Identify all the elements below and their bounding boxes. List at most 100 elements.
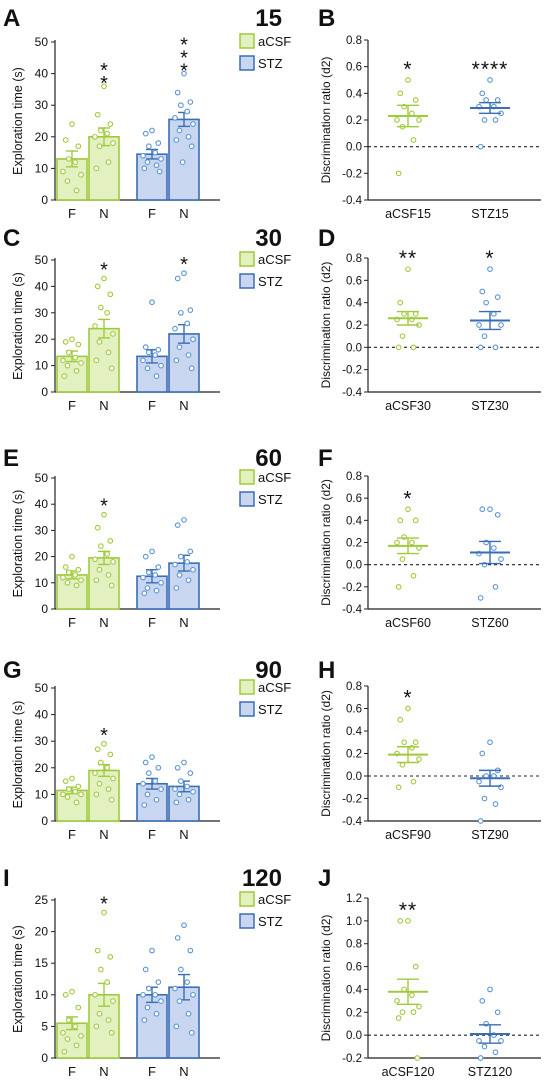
y-tick-label: 10 [35, 576, 49, 590]
y-tick-label: 0.0 [346, 560, 362, 572]
data-point [69, 988, 75, 995]
time-label: 120 [242, 865, 282, 892]
data-point [394, 539, 400, 546]
data-point [153, 162, 160, 169]
time-label: 60 [255, 445, 282, 472]
data-point [110, 140, 116, 146]
significance-star: * [180, 35, 188, 57]
data-point [69, 553, 75, 560]
data-point [107, 538, 114, 544]
data-point [399, 333, 406, 340]
data-point [75, 341, 82, 348]
data-point [60, 168, 66, 175]
data-point [412, 517, 419, 524]
data-point [394, 998, 400, 1004]
data-point [410, 778, 417, 785]
bar-panel-I: I 120 0 5 10 15 20 25 Exploration time (s) aCSF ST… [3, 865, 291, 1079]
data-point [107, 291, 114, 298]
data-point [96, 143, 103, 150]
x-tick-label: F [68, 615, 76, 630]
data-point [152, 149, 158, 156]
y-tick-label: 0.6 [346, 962, 362, 974]
data-point [93, 1023, 100, 1030]
data-point [476, 778, 482, 785]
data-point [60, 574, 66, 581]
data-point [483, 97, 490, 103]
data-point [153, 796, 160, 803]
data-point [174, 89, 181, 96]
data-point [72, 572, 78, 578]
data-point [178, 966, 184, 973]
data-point [107, 121, 114, 128]
data-point [173, 585, 180, 591]
data-point [399, 556, 406, 562]
data-point [184, 108, 190, 115]
data-point [179, 159, 186, 165]
y-axis-label: Discrimination ratio (d2) [319, 479, 333, 606]
data-point [105, 1017, 112, 1023]
x-tick-label: aCSF90 [385, 828, 431, 842]
y-tick-label: 0.2 [346, 1007, 362, 1019]
data-point [184, 320, 190, 327]
data-point [78, 791, 84, 798]
data-point [476, 322, 482, 328]
y-tick-label: 50 [35, 35, 49, 49]
data-point [494, 294, 501, 300]
legend-swatch [239, 891, 255, 907]
data-point [477, 818, 484, 824]
data-point [481, 795, 488, 802]
significance-star: * [485, 247, 494, 270]
y-axis-label: Discrimination ratio (d2) [319, 57, 333, 184]
data-point [494, 511, 501, 518]
data-point [73, 368, 80, 374]
y-tick-label: 0.2 [346, 115, 362, 127]
data-point [97, 759, 104, 766]
legend-swatch [239, 469, 255, 485]
data-point [94, 947, 101, 954]
y-axis-label: Discrimination ratio (d2) [319, 915, 333, 1042]
data-point [152, 778, 158, 784]
data-point [184, 979, 190, 986]
data-point [140, 152, 146, 159]
y-tick-label: 0 [41, 814, 48, 828]
data-point [412, 739, 419, 746]
y-tick-label: 0.8 [346, 939, 362, 951]
data-point [176, 791, 183, 798]
y-tick-label: 10 [35, 161, 49, 175]
data-point [479, 506, 486, 513]
data-point [405, 506, 411, 513]
data-point [176, 572, 183, 578]
data-point [187, 307, 194, 314]
legend-label: STZ [258, 56, 283, 71]
data-point [397, 517, 404, 524]
data-point [397, 918, 404, 924]
significance-star: **** [472, 58, 509, 81]
y-tick-label: 10 [35, 988, 49, 1002]
data-point [101, 83, 107, 90]
data-point [140, 780, 146, 787]
y-tick-label: 10 [35, 787, 49, 801]
y-tick-label: -0.2 [342, 1053, 362, 1065]
data-point [188, 143, 195, 150]
significance-star: * [403, 487, 412, 510]
data-point [395, 583, 402, 590]
scatter-panel-J: J -0.2 0.0 0.2 0.4 0.6 0.8 1.0 1.2 Discrimination… [318, 865, 541, 1079]
data-point [153, 373, 160, 380]
y-tick-label: 20 [35, 130, 49, 144]
x-tick-label: aCSF120 [382, 1065, 435, 1079]
x-tick-label: STZ30 [471, 399, 509, 413]
data-point [75, 566, 82, 573]
data-point [146, 985, 152, 992]
data-point [142, 553, 149, 560]
data-point [155, 140, 162, 146]
y-tick-label: 30 [35, 306, 49, 320]
data-point [110, 998, 116, 1004]
data-point [188, 365, 195, 372]
y-tick-label: 0.2 [346, 320, 362, 332]
y-tick-label: 40 [35, 708, 49, 722]
data-point [187, 770, 194, 776]
data-point [75, 783, 82, 790]
data-point [184, 783, 190, 790]
y-tick-label: 30 [35, 523, 49, 537]
data-point [72, 159, 78, 165]
